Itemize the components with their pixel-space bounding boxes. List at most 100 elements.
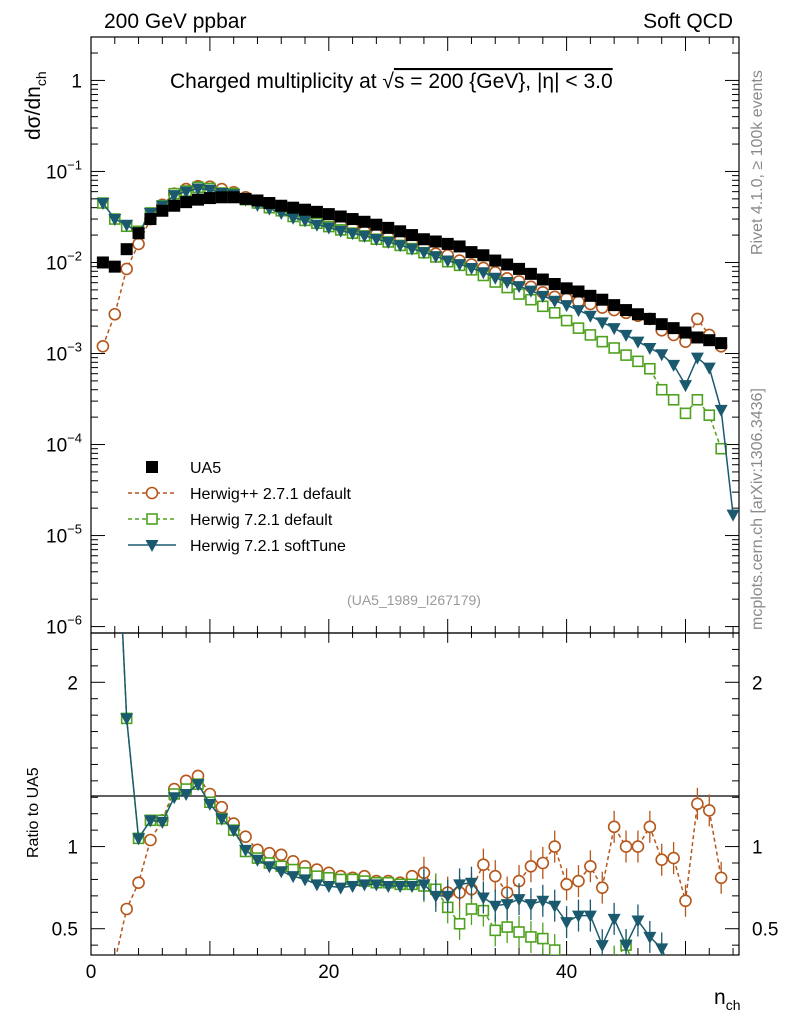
point-data [655, 318, 668, 331]
ratio-point-h721soft [179, 789, 193, 801]
point-h721soft [429, 251, 443, 264]
ratio-point-h721soft [334, 882, 348, 895]
ratio-point-herwigpp [714, 871, 728, 885]
point-h721soft [191, 183, 205, 196]
main-y-label: dσ/dnch [22, 71, 49, 140]
legend-marker-h721soft [145, 540, 159, 552]
point-h721def [572, 322, 585, 334]
point-h721def [703, 409, 716, 421]
ratio-point-herwigpp [631, 840, 645, 853]
tick-base: 10 [46, 436, 67, 457]
tick-base: 10 [46, 253, 67, 274]
ratio-point-h721def [525, 931, 537, 943]
point-data [370, 218, 383, 231]
ratio-y-tick-label: 2 [67, 673, 78, 694]
main-y-tick-label: 10−1 [46, 157, 82, 183]
point-data [203, 192, 216, 205]
point-h721soft [667, 359, 681, 372]
ratio-point-h721soft [619, 940, 633, 953]
point-h721soft [690, 352, 704, 365]
ratio-y-tick-label: 1 [67, 838, 78, 859]
point-data [215, 191, 228, 204]
point-data [334, 210, 347, 223]
main-y-tick-label: 10−3 [46, 340, 82, 366]
legend-marker-data [146, 461, 158, 473]
ratio-point-h721soft [132, 833, 146, 846]
ratio-point-h721def [609, 957, 619, 967]
ratio-point-h721soft [357, 879, 371, 892]
tick-exponent: −6 [67, 613, 82, 628]
point-data [441, 237, 454, 250]
point-h721def [620, 349, 632, 361]
ratio-point-h721def [453, 917, 466, 930]
ratio-point-h721soft [369, 879, 383, 892]
point-h721soft [571, 305, 585, 318]
point-h721soft [512, 281, 526, 294]
ratio-y-tick-label-right: 1 [752, 838, 763, 859]
ratio-point-h721soft [167, 792, 181, 805]
point-data [96, 256, 109, 269]
ratio-point-h721soft [239, 844, 253, 857]
analysis-annotation: (UA5_1989_I267179) [347, 592, 481, 608]
ratio-point-herwigpp [263, 846, 276, 860]
ratio-point-h721soft [476, 892, 490, 905]
ratio-point-herwigpp [239, 830, 252, 844]
ratio-point-herwigpp [643, 820, 657, 834]
title-post: s = 200 {GeV}, |η| < 3.0 [394, 70, 613, 93]
ratio-point-h721def [537, 932, 549, 945]
main-y-tick-label: 10−5 [46, 522, 82, 548]
ratio-point-h721soft [643, 931, 657, 944]
point-data [501, 258, 514, 271]
point-h721soft [405, 243, 419, 256]
ratio-series-h721soft [120, 633, 669, 955]
point-h721soft [334, 225, 348, 238]
point-h721soft [643, 342, 657, 355]
point-h721soft [560, 300, 574, 313]
point-h721soft [393, 240, 407, 253]
ratio-point-herwigpp [619, 840, 633, 853]
point-h721def [644, 362, 656, 375]
ratio-point-herwigpp [120, 902, 133, 916]
point-h721def [679, 407, 692, 420]
ratio-point-herwigpp [536, 856, 550, 870]
tick-base: 10 [46, 162, 67, 183]
ratio-point-herwigpp [572, 874, 585, 888]
point-h721soft [357, 230, 371, 243]
ratio-y-ticks: 0.5 0.5 1 1 2 2 [52, 648, 778, 946]
ratio-point-h721soft [143, 815, 157, 828]
point-data [156, 204, 169, 217]
ratio-point-h721soft [346, 881, 360, 893]
point-h721soft [108, 214, 122, 227]
point-h721def [667, 394, 680, 406]
tick-base: 10 [46, 527, 67, 548]
ratio-point-herwigpp [607, 820, 621, 834]
ratio-point-h721def [548, 944, 561, 955]
point-herwigpp [120, 262, 133, 276]
point-h721soft [346, 228, 360, 241]
x-tick-label: 20 [318, 962, 339, 983]
point-h721def [655, 383, 668, 396]
point-data [620, 304, 633, 317]
point-h721soft [120, 219, 134, 232]
point-data [489, 254, 502, 267]
point-h721def [560, 314, 573, 327]
point-data [251, 194, 264, 207]
ratio-point-h721soft [286, 871, 300, 884]
point-h721soft [595, 317, 609, 330]
main-x-ticks [90, 37, 734, 633]
ratio-point-herwigpp [477, 858, 490, 871]
ratio-point-h721def [489, 924, 502, 937]
point-data [608, 299, 621, 312]
ratio-point-h721soft [381, 881, 395, 893]
ratio-point-h721soft [595, 940, 609, 953]
main-y-tick-label: 1 [71, 71, 82, 92]
legend-marker-h721def [146, 513, 158, 525]
ratio-y-label: Ratio to UA5 [25, 767, 42, 858]
ratio-point-h721soft [607, 913, 621, 926]
ratio-point-herwigpp [215, 800, 229, 814]
ratio-point-herwigpp [702, 804, 716, 817]
point-data [168, 199, 181, 212]
point-data [406, 229, 419, 242]
main-y-ticks: 110−110−210−310−410−510−6 [46, 36, 739, 639]
point-data [429, 235, 442, 248]
